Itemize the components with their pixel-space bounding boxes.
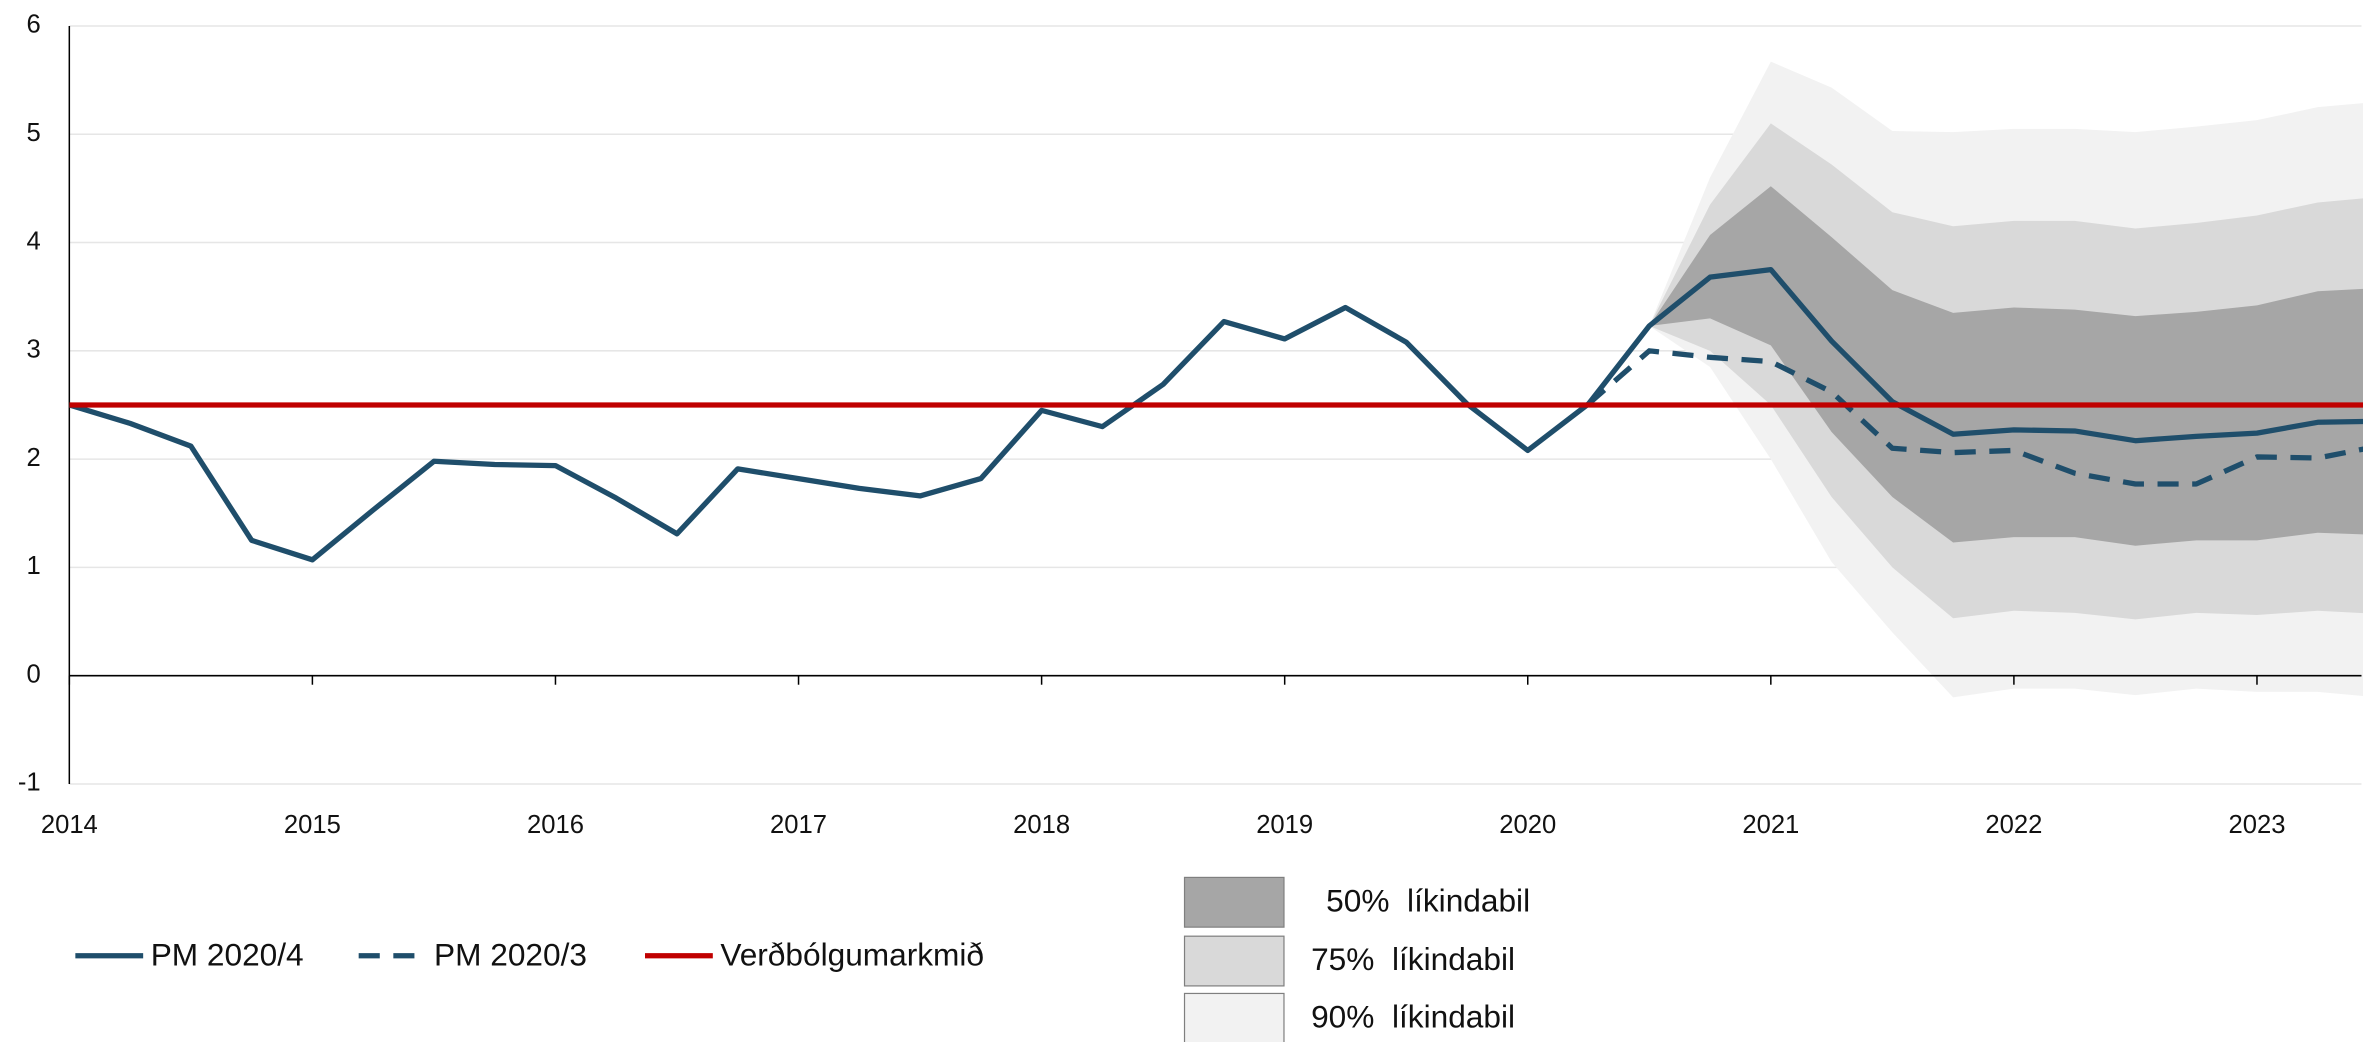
- legend-swatch: [1183, 876, 1285, 928]
- y-tick-label: 2: [26, 444, 40, 472]
- y-tick-label: -1: [18, 769, 41, 797]
- legend-label: Verðbólgumarkmið: [720, 937, 984, 973]
- x-tick-label: 2021: [1742, 811, 1799, 839]
- fan: [1649, 61, 2363, 698]
- x-tick-label: 2022: [1985, 811, 2042, 839]
- series-line: [1586, 348, 2363, 487]
- x-tick-label: 2020: [1499, 811, 1556, 839]
- y-tick-label: 5: [26, 119, 40, 147]
- legend-label: 75% líkindabil: [1311, 941, 1515, 977]
- x-tick-label: 2015: [284, 811, 341, 839]
- x-tick-label: 2014: [41, 811, 98, 839]
- x-tick-label: 2023: [2228, 811, 2285, 839]
- x-tick-label: 2018: [1013, 811, 1070, 839]
- y-tick-label: 1: [26, 552, 40, 580]
- legend-swatch: [1183, 935, 1285, 987]
- legend-label: 90% líkindabil: [1311, 998, 1515, 1034]
- y-tick-label: 6: [26, 11, 40, 39]
- y-tick-label: 0: [26, 660, 40, 688]
- labels: -1 0 1 2 3 4 5 6 2014 2015 2016 2017 2018 2019 2020 202…: [18, 11, 2286, 839]
- legend: PM 2020/4 PM 2020/3 Verðbólgumarkmið 50% lí…: [75, 876, 1530, 1042]
- legend-label: PM 2020/4: [151, 937, 304, 973]
- legend-label: 50% líkindabil: [1326, 882, 1530, 918]
- y-tick-label: 3: [26, 336, 40, 364]
- legend-label: PM 2020/3: [434, 937, 587, 973]
- fan-band: [1649, 186, 2363, 546]
- axes: [68, 25, 2362, 784]
- x-tick-label: 2016: [527, 811, 584, 839]
- series-line: [69, 266, 2363, 563]
- y-tick-label: 4: [26, 227, 40, 255]
- legend-swatch: [1183, 992, 1285, 1042]
- x-tick-label: 2019: [1256, 811, 1313, 839]
- x-tick-label: 2017: [770, 811, 827, 839]
- lines: [69, 266, 2363, 563]
